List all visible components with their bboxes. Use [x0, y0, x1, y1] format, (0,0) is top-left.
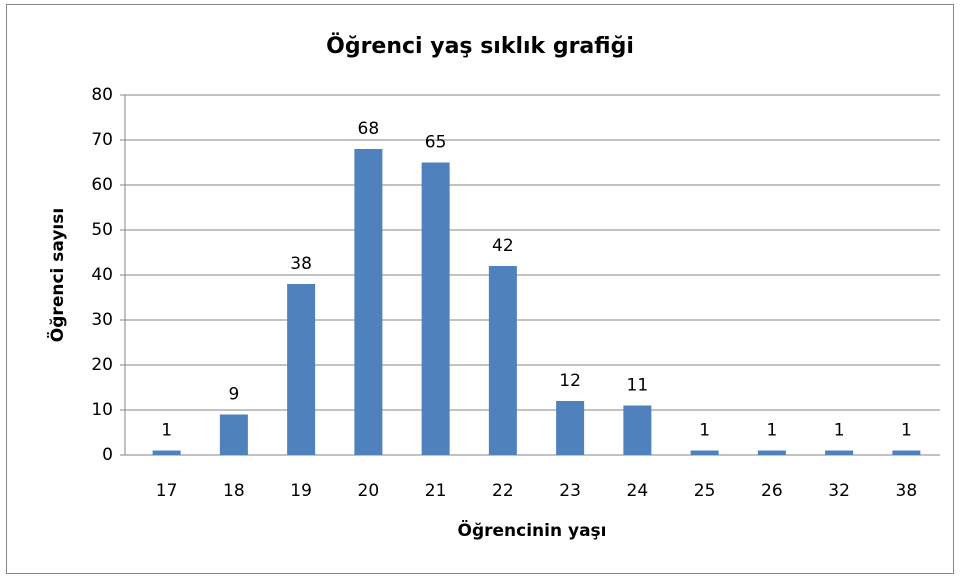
bar [354, 149, 383, 455]
bar [757, 450, 786, 455]
y-tick-label: 0 [102, 445, 113, 465]
y-tick-label: 70 [91, 130, 113, 150]
x-tick-label: 38 [896, 481, 918, 501]
bar [421, 162, 450, 455]
data-label: 12 [559, 371, 581, 391]
data-label: 1 [766, 421, 777, 441]
y-tick-label: 10 [91, 400, 113, 420]
x-axis-label: Öğrencinin yaşı [458, 519, 607, 541]
data-label: 1 [834, 421, 845, 441]
data-label: 65 [425, 133, 447, 153]
y-tick-label: 20 [91, 355, 113, 375]
x-tick-label: 21 [425, 481, 447, 501]
data-label: 1 [161, 421, 172, 441]
bar [825, 450, 854, 455]
data-label: 68 [358, 119, 380, 139]
bar [219, 414, 248, 455]
x-tick-label: 17 [156, 481, 178, 501]
data-label: 38 [290, 254, 312, 274]
x-tick-label: 24 [627, 481, 649, 501]
data-label: 11 [627, 376, 649, 396]
bar [556, 401, 585, 455]
y-tick-label: 80 [91, 85, 113, 105]
bar [690, 450, 719, 455]
y-tick-label: 50 [91, 220, 113, 240]
x-tick-label: 23 [559, 481, 581, 501]
data-label: 9 [228, 385, 239, 405]
chart-title: Öğrenci yaş sıklık grafiği [326, 33, 634, 59]
x-tick-label: 19 [290, 481, 312, 501]
y-tick-label: 40 [91, 265, 113, 285]
y-axis-label: Öğrenci sayısı [46, 208, 68, 342]
bar [287, 284, 316, 455]
y-tick-label: 60 [91, 175, 113, 195]
bar [892, 450, 921, 455]
bar [623, 405, 652, 455]
x-tick-label: 25 [694, 481, 716, 501]
x-tick-label: 22 [492, 481, 514, 501]
x-tick-label: 20 [358, 481, 380, 501]
chart-frame [6, 4, 954, 574]
x-tick-label: 32 [828, 481, 850, 501]
data-label: 42 [492, 236, 514, 256]
data-label: 1 [699, 421, 710, 441]
data-label: 1 [901, 421, 912, 441]
y-tick-label: 30 [91, 310, 113, 330]
bar [152, 450, 181, 455]
x-tick-label: 18 [223, 481, 245, 501]
bar [488, 266, 517, 455]
x-tick-label: 26 [761, 481, 783, 501]
